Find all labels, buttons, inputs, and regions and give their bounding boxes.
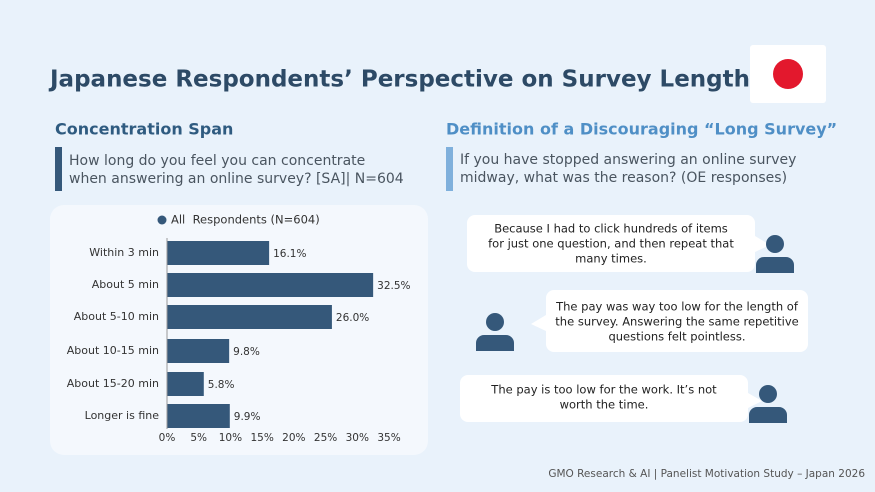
question-line: If you have stopped answering an online … xyxy=(460,152,796,168)
quote-line: many times. xyxy=(575,252,647,266)
bar xyxy=(167,372,204,396)
accent-bar xyxy=(446,147,453,191)
y-tick-label: About 5 min xyxy=(92,278,159,291)
question-line: How long do you feel you can concentrate xyxy=(69,153,365,169)
right-heading: Definition of a Discouraging “Long Surve… xyxy=(446,120,837,139)
bar xyxy=(167,339,230,363)
left-heading: Concentration Span xyxy=(55,120,233,139)
person-icon xyxy=(749,407,787,423)
bar xyxy=(167,241,270,265)
bubble-pointer xyxy=(755,236,770,252)
quote-line: The pay is too low for the work. It’s no… xyxy=(490,383,717,397)
y-tick-label: Within 3 min xyxy=(89,246,159,259)
person-icon xyxy=(486,313,504,331)
value-label: 5.8% xyxy=(208,379,235,391)
x-tick-label: 5% xyxy=(190,432,207,444)
y-tick-label: About 5-10 min xyxy=(74,310,159,323)
person-icon xyxy=(756,257,794,273)
quote-line: the survey. Answering the same repetitiv… xyxy=(555,315,798,329)
y-tick-label: About 15-20 min xyxy=(67,377,159,390)
x-tick-label: 15% xyxy=(250,432,273,444)
bar xyxy=(167,404,230,428)
value-label: 16.1% xyxy=(273,248,306,260)
title: Japanese Respondents’ Perspective on Sur… xyxy=(48,67,750,93)
x-tick-label: 25% xyxy=(314,432,337,444)
person-icons xyxy=(476,235,794,423)
y-tick-label: About 10-15 min xyxy=(67,344,159,357)
person-icon xyxy=(766,235,784,253)
person-icon xyxy=(476,335,514,351)
bubble-pointer xyxy=(531,315,546,331)
bar xyxy=(167,273,374,297)
bubbles xyxy=(460,215,808,422)
quote-line: The pay was way too low for the length o… xyxy=(555,300,799,314)
flag-sun xyxy=(773,59,803,89)
legend-marker xyxy=(157,215,167,225)
bubble xyxy=(546,290,808,352)
accent-bar xyxy=(55,147,62,191)
bar xyxy=(167,305,332,329)
quote-line: worth the time. xyxy=(560,398,649,412)
value-label: 32.5% xyxy=(377,280,410,292)
value-label: 9.9% xyxy=(234,411,261,423)
chart-panel xyxy=(50,205,428,455)
person-icon xyxy=(759,385,777,403)
x-tick-label: 35% xyxy=(377,432,400,444)
x-tick-label: 10% xyxy=(219,432,242,444)
x-tick-label: 0% xyxy=(159,432,176,444)
bubble-pointer xyxy=(748,393,762,408)
bubble xyxy=(460,375,748,422)
quote-line: questions felt pointless. xyxy=(608,330,745,344)
question-line: when answering an online survey? [SA]| N… xyxy=(69,171,404,187)
quote-line: for just one question, and then repeat t… xyxy=(488,237,734,251)
footer: GMO Research & AI | Panelist Motivation … xyxy=(548,468,865,480)
question-line: midway, what was the reason? (OE respons… xyxy=(460,170,787,186)
legend-label: All Respondents (N=604) xyxy=(171,213,320,227)
value-label: 26.0% xyxy=(336,312,369,324)
bubble xyxy=(467,215,755,272)
x-tick-label: 20% xyxy=(282,432,305,444)
quote-line: Because I had to click hundreds of items xyxy=(494,222,728,236)
x-tick-label: 30% xyxy=(346,432,369,444)
value-label: 9.8% xyxy=(233,346,260,358)
y-tick-label: Longer is fine xyxy=(85,409,160,422)
